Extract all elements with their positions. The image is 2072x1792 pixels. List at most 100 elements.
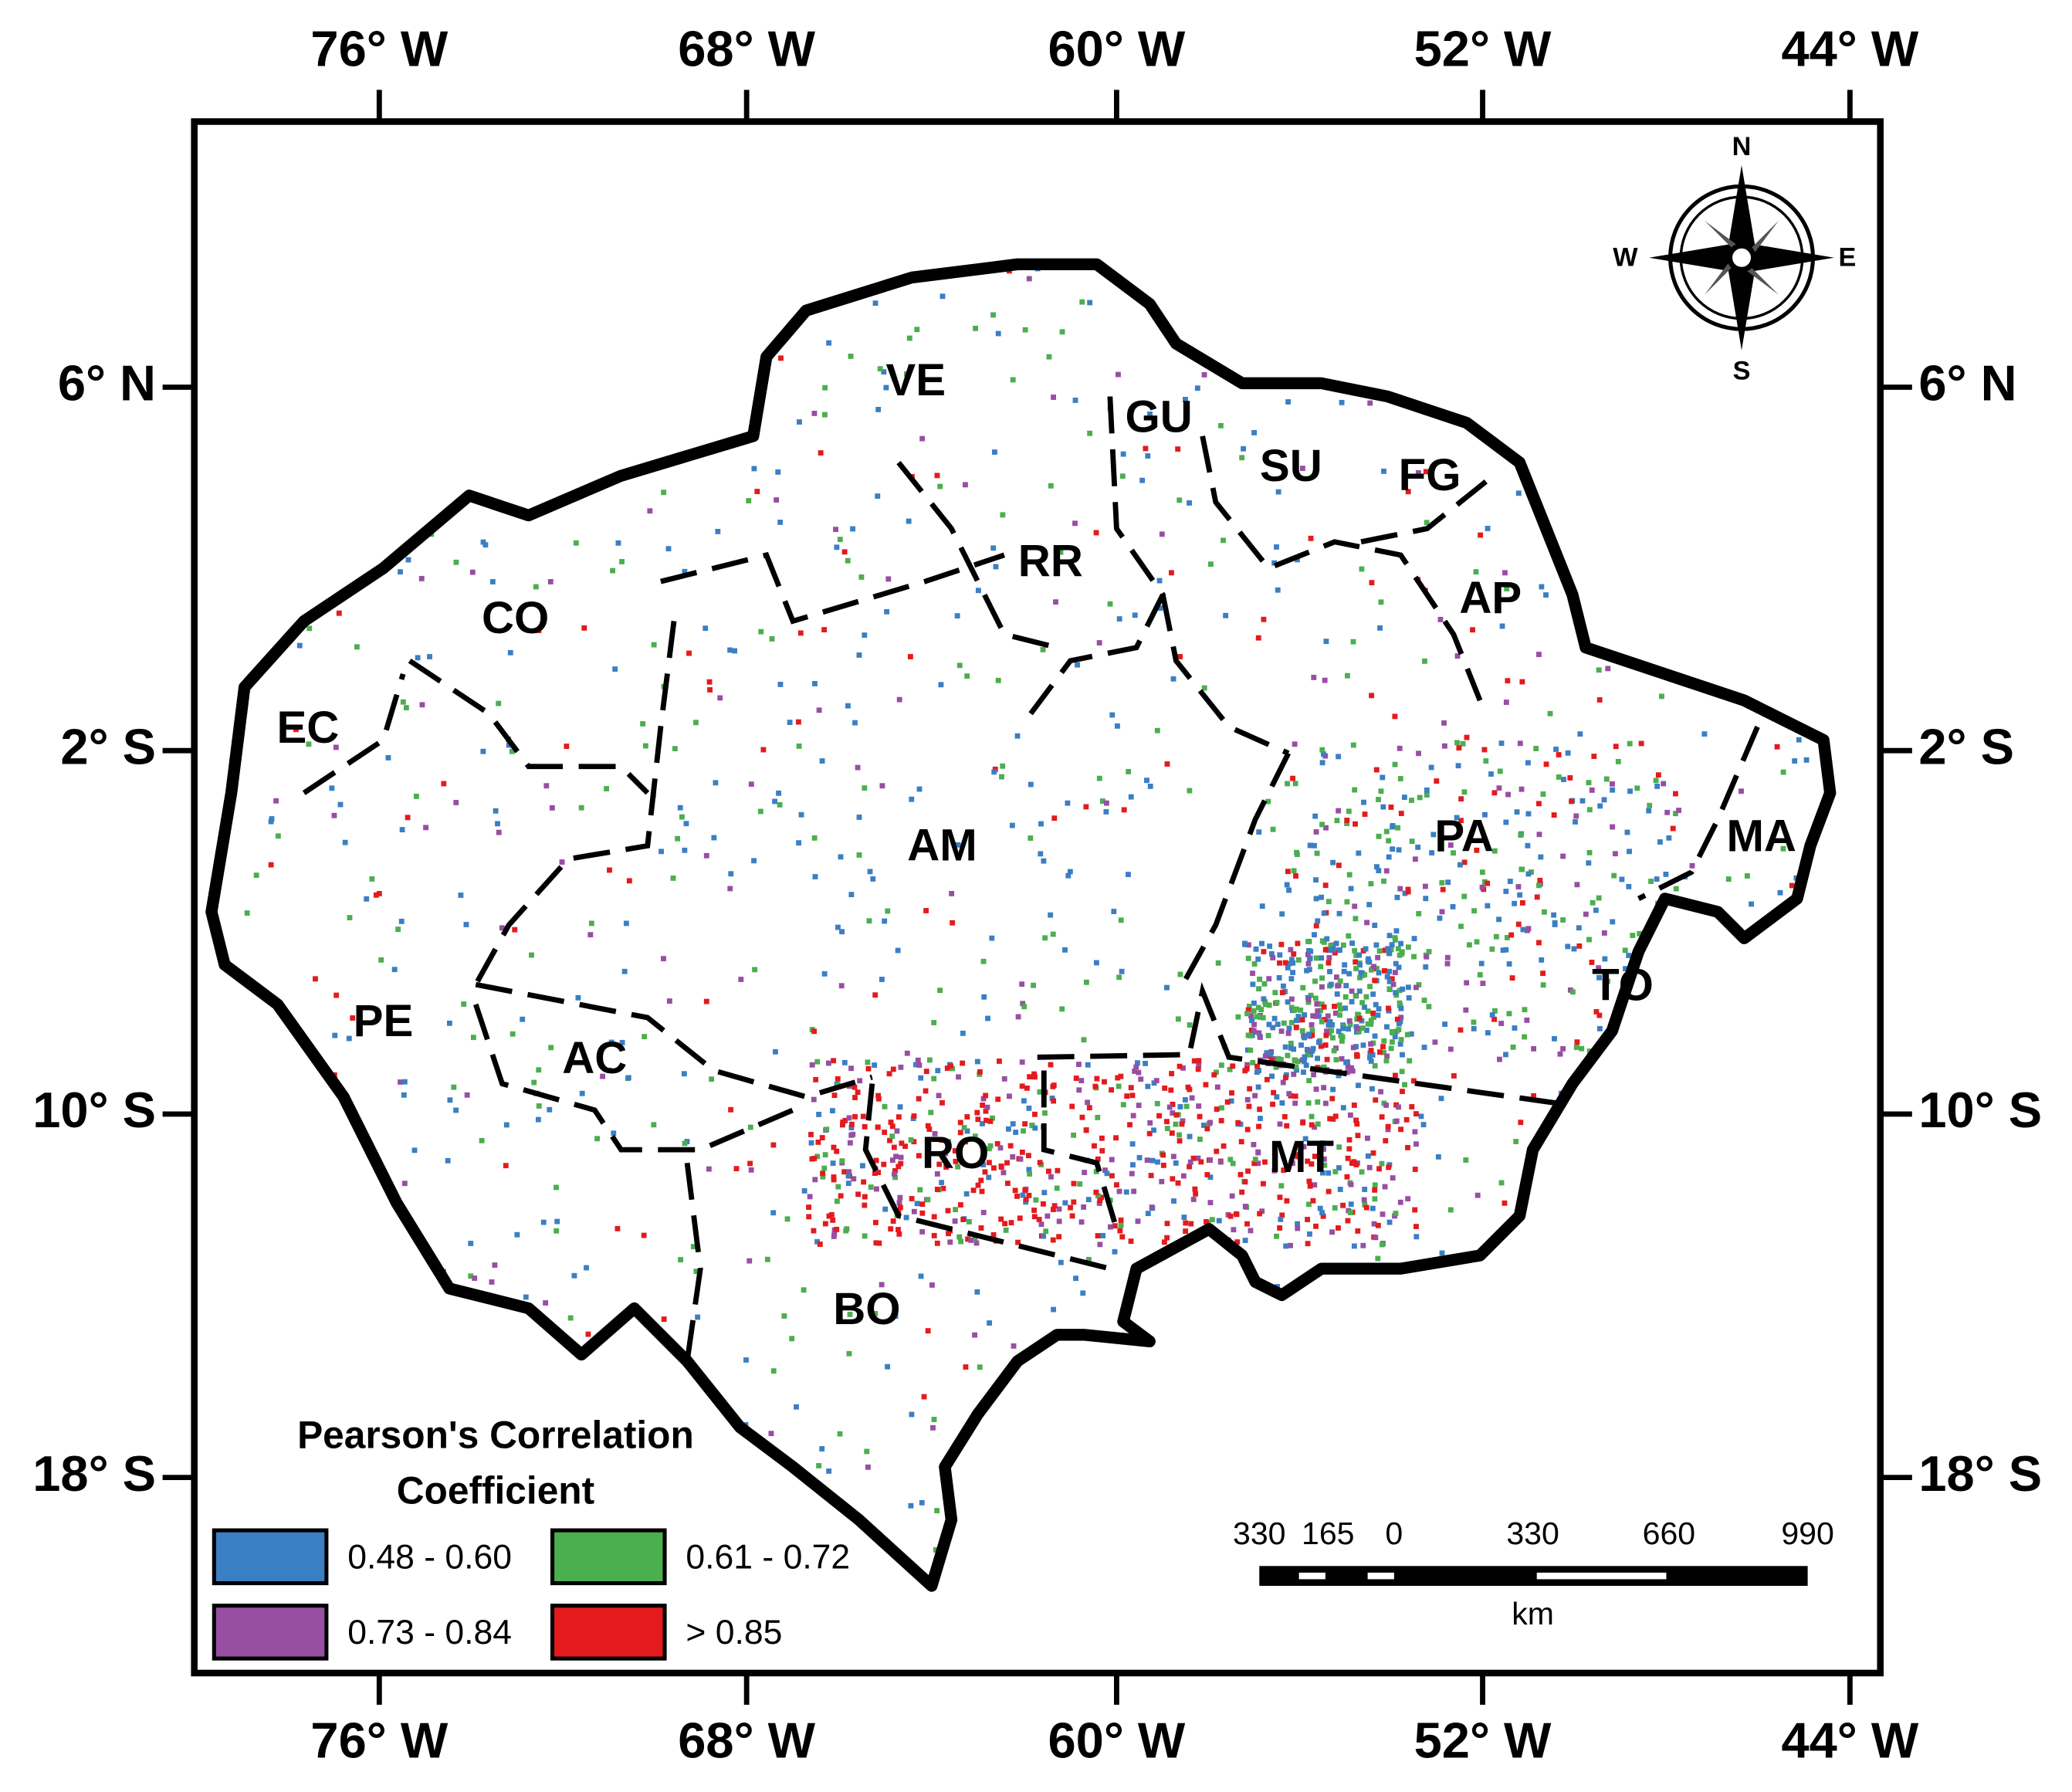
- border: [1028, 396, 1166, 716]
- pixel: [1687, 1398, 1693, 1404]
- pixel: [1026, 1192, 1032, 1198]
- pixel: [1656, 650, 1662, 656]
- pixel: [1252, 1355, 1258, 1361]
- pixel: [1420, 1122, 1427, 1128]
- pixel: [1348, 1181, 1354, 1187]
- pixel: [1350, 1406, 1356, 1412]
- pixel: [1020, 1192, 1026, 1198]
- pixel: [642, 743, 648, 749]
- pixel: [940, 1185, 946, 1191]
- pixel: [881, 1161, 887, 1167]
- pixel: [533, 303, 540, 310]
- pixel: [1220, 1313, 1226, 1319]
- pixel: [1556, 774, 1562, 780]
- pixel: [605, 446, 611, 452]
- pixel: [728, 871, 734, 877]
- pixel: [1218, 345, 1224, 351]
- pixel: [1632, 439, 1638, 445]
- pixel: [1311, 1072, 1317, 1078]
- pixel: [1090, 1552, 1096, 1558]
- pixel: [1268, 1051, 1274, 1057]
- pixel: [1051, 815, 1058, 821]
- pixel: [1277, 960, 1282, 966]
- pixel: [266, 1072, 272, 1078]
- pixel: [1248, 1228, 1254, 1234]
- pixel: [1755, 440, 1761, 445]
- pixel: [1388, 1045, 1394, 1052]
- pixel: [1161, 1239, 1167, 1245]
- pixel: [336, 610, 342, 616]
- pixel: [1286, 1091, 1292, 1096]
- pixel: [1635, 1404, 1641, 1410]
- pixel: [1175, 1358, 1181, 1363]
- pixel: [1200, 1366, 1206, 1372]
- pixel: [492, 1384, 498, 1390]
- pixel: [666, 998, 672, 1004]
- pixel: [1605, 1203, 1611, 1208]
- pixel: [279, 1348, 285, 1354]
- pixel: [1092, 1143, 1097, 1149]
- pixel: [875, 1096, 882, 1102]
- pixel: [1239, 1189, 1245, 1195]
- pixel: [1610, 1472, 1616, 1478]
- pixel: [1014, 1193, 1020, 1199]
- pixel: [1397, 952, 1403, 958]
- region-label: MT: [1269, 1132, 1334, 1182]
- pixel: [1206, 1273, 1212, 1279]
- pixel: [1349, 999, 1355, 1004]
- pixel: [1024, 1085, 1030, 1091]
- pixel: [1368, 1059, 1374, 1064]
- pixel: [953, 1158, 959, 1164]
- pixel: [1518, 832, 1524, 838]
- pixel: [751, 466, 757, 472]
- pixel: [1260, 1181, 1266, 1187]
- pixel: [1597, 803, 1603, 809]
- pixel: [1309, 1032, 1315, 1038]
- pixel: [952, 1218, 958, 1224]
- pixel: [1023, 1196, 1029, 1202]
- pixel: [1196, 1058, 1202, 1064]
- pixel: [1374, 864, 1380, 870]
- pixel: [249, 1196, 256, 1202]
- pixel: [1547, 710, 1553, 716]
- pixel: [536, 1103, 542, 1109]
- pixel: [848, 1125, 855, 1130]
- pixel: [1027, 1074, 1033, 1080]
- pixel: [535, 1116, 541, 1123]
- pixel: [1397, 776, 1403, 781]
- pixel: [862, 1233, 868, 1239]
- pixel: [978, 1225, 984, 1231]
- pixel: [1409, 1363, 1414, 1368]
- pixel: [1026, 1105, 1032, 1111]
- pixel: [283, 388, 289, 394]
- pixel: [1194, 1514, 1200, 1519]
- pixel: [1702, 337, 1708, 344]
- pixel: [337, 801, 344, 808]
- pixel: [1286, 1025, 1292, 1032]
- pixel: [758, 628, 764, 635]
- pixel: [1631, 622, 1637, 628]
- pixel: [1694, 598, 1700, 605]
- pixel: [963, 482, 968, 488]
- pixel: [567, 1315, 574, 1321]
- pixel: [1345, 1069, 1350, 1076]
- pixel: [760, 747, 767, 753]
- pixel: [641, 1232, 647, 1238]
- pixel: [1079, 1114, 1085, 1120]
- pixel: [1424, 792, 1430, 798]
- pixel: [222, 554, 229, 561]
- pixel: [1400, 1089, 1405, 1095]
- pixel: [401, 1181, 408, 1187]
- pixel: [585, 1331, 591, 1337]
- pixel: [1354, 1025, 1360, 1032]
- pixel: [1311, 674, 1317, 680]
- pixel: [1372, 1063, 1378, 1069]
- pixel: [934, 1508, 940, 1514]
- pixel: [820, 1174, 826, 1180]
- pixel: [495, 821, 500, 827]
- pixel: [1411, 936, 1417, 942]
- pixel: [1315, 1008, 1321, 1014]
- pixel: [1421, 1045, 1427, 1050]
- scale-bar-segment: [1298, 1572, 1325, 1580]
- pixel: [875, 493, 881, 499]
